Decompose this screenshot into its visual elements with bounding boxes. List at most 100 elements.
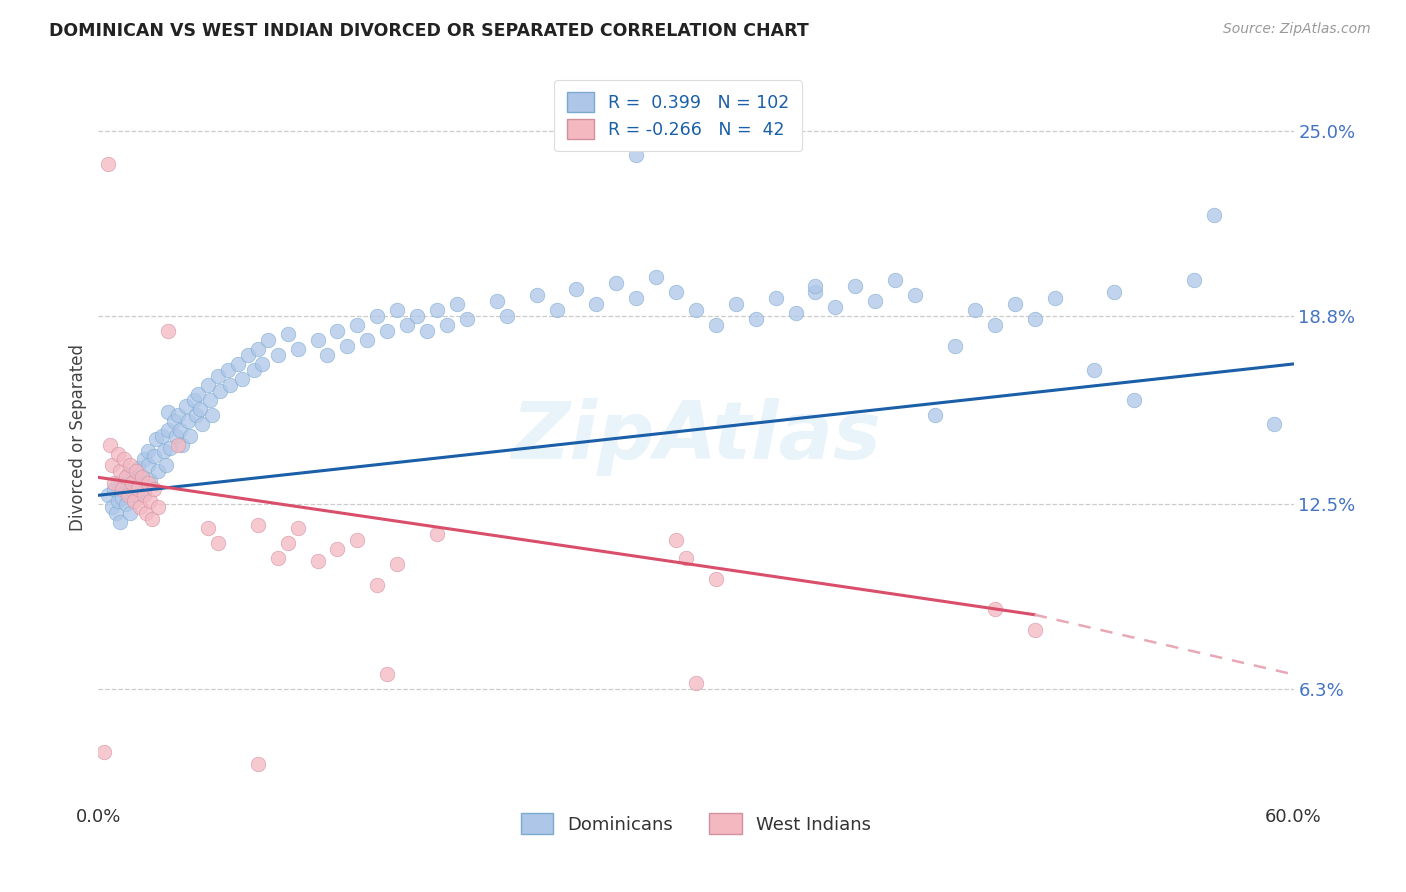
Point bbox=[124, 474, 146, 488]
Point bbox=[111, 483, 134, 497]
Point bbox=[665, 533, 688, 547]
Point bbox=[111, 491, 134, 506]
Point bbox=[396, 318, 419, 332]
Point bbox=[150, 428, 173, 442]
Point bbox=[446, 297, 468, 311]
Point bbox=[208, 384, 231, 398]
Point bbox=[139, 494, 162, 508]
Point bbox=[824, 300, 846, 314]
Point bbox=[243, 363, 266, 377]
Point bbox=[105, 506, 128, 520]
Point bbox=[256, 333, 278, 347]
Point bbox=[134, 485, 156, 500]
Point bbox=[183, 392, 205, 407]
Point bbox=[1024, 623, 1046, 637]
Point bbox=[246, 518, 269, 533]
Point bbox=[157, 423, 180, 437]
Point bbox=[103, 483, 125, 497]
Point bbox=[546, 303, 568, 318]
Point bbox=[356, 333, 378, 347]
Point bbox=[139, 474, 162, 488]
Point bbox=[110, 515, 132, 529]
Point bbox=[704, 318, 727, 332]
Text: Source: ZipAtlas.com: Source: ZipAtlas.com bbox=[1223, 22, 1371, 37]
Point bbox=[385, 557, 409, 571]
Point bbox=[107, 476, 129, 491]
Point bbox=[207, 536, 229, 550]
Point bbox=[375, 667, 398, 681]
Point bbox=[346, 318, 368, 332]
Point bbox=[326, 324, 349, 338]
Point bbox=[163, 414, 186, 428]
Point bbox=[626, 291, 648, 305]
Point bbox=[287, 521, 309, 535]
Point bbox=[191, 417, 214, 431]
Point bbox=[117, 485, 139, 500]
Point bbox=[904, 288, 927, 302]
Point bbox=[107, 494, 129, 508]
Point bbox=[765, 291, 787, 305]
Point bbox=[121, 476, 143, 491]
Point bbox=[167, 408, 190, 422]
Point bbox=[127, 479, 149, 493]
Point bbox=[436, 318, 458, 332]
Point bbox=[207, 368, 229, 383]
Point bbox=[526, 288, 548, 302]
Point bbox=[456, 312, 478, 326]
Point bbox=[1202, 208, 1225, 222]
Point bbox=[307, 554, 329, 568]
Point bbox=[685, 676, 707, 690]
Point bbox=[307, 333, 329, 347]
Point bbox=[117, 467, 139, 482]
Point bbox=[169, 423, 191, 437]
Point bbox=[172, 437, 194, 451]
Point bbox=[984, 601, 1007, 615]
Point bbox=[1123, 392, 1146, 407]
Point bbox=[97, 157, 120, 171]
Point bbox=[155, 458, 177, 473]
Point bbox=[1083, 363, 1105, 377]
Point bbox=[148, 500, 170, 515]
Point bbox=[336, 339, 359, 353]
Point bbox=[385, 303, 409, 318]
Point bbox=[605, 277, 627, 291]
Point bbox=[219, 377, 242, 392]
Point bbox=[565, 282, 588, 296]
Point bbox=[124, 494, 146, 508]
Point bbox=[426, 527, 449, 541]
Point bbox=[136, 443, 159, 458]
Point bbox=[174, 399, 197, 413]
Point bbox=[366, 309, 388, 323]
Point bbox=[145, 432, 167, 446]
Point bbox=[125, 464, 148, 478]
Point bbox=[236, 348, 259, 362]
Point bbox=[217, 363, 239, 377]
Point bbox=[188, 401, 211, 416]
Point bbox=[127, 461, 149, 475]
Point bbox=[685, 303, 707, 318]
Point bbox=[963, 303, 986, 318]
Point bbox=[665, 285, 688, 300]
Point bbox=[1004, 297, 1026, 311]
Point bbox=[101, 500, 124, 515]
Point bbox=[187, 386, 209, 401]
Point bbox=[159, 441, 181, 455]
Point bbox=[704, 572, 727, 586]
Point bbox=[724, 297, 747, 311]
Point bbox=[136, 458, 159, 473]
Point bbox=[97, 488, 120, 502]
Point bbox=[375, 324, 398, 338]
Point bbox=[165, 428, 187, 442]
Point bbox=[129, 500, 152, 515]
Point bbox=[346, 533, 368, 547]
Point bbox=[884, 273, 907, 287]
Point bbox=[865, 294, 887, 309]
Point bbox=[110, 464, 132, 478]
Point bbox=[1104, 285, 1126, 300]
Point bbox=[107, 446, 129, 460]
Point bbox=[585, 297, 607, 311]
Point bbox=[316, 348, 339, 362]
Point bbox=[117, 488, 139, 502]
Point bbox=[134, 452, 156, 467]
Point bbox=[1263, 417, 1285, 431]
